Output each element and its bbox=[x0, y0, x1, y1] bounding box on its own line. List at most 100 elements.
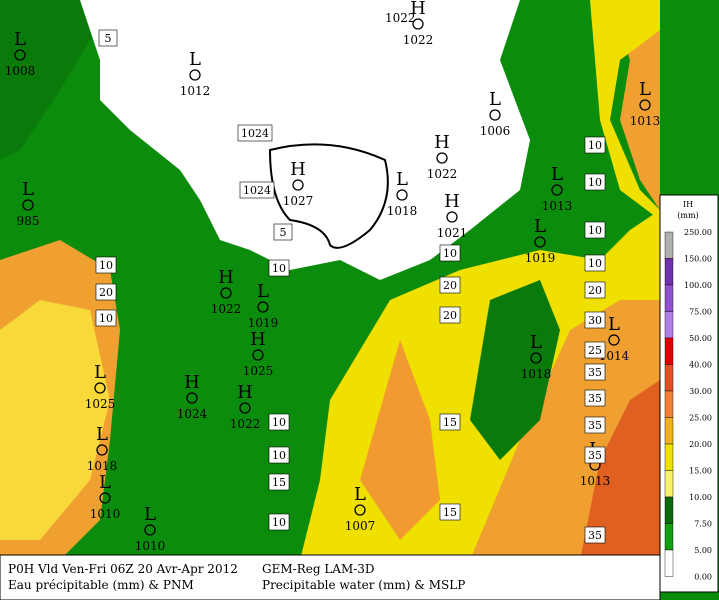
contour-label: 10 bbox=[272, 262, 286, 275]
system-center bbox=[99, 492, 111, 504]
footer-text: Precipitable water (mm) & MSLP bbox=[262, 578, 465, 592]
contour-label: 10 bbox=[588, 224, 602, 237]
legend-swatch bbox=[664, 337, 674, 365]
system-center bbox=[551, 184, 563, 196]
system-value: 1013 bbox=[542, 199, 573, 213]
legend-label: 7.50 bbox=[694, 520, 712, 529]
system-center bbox=[530, 352, 542, 364]
system-symbol: L bbox=[99, 472, 111, 493]
system-value: 1014 bbox=[599, 349, 630, 363]
legend-label: 150.00 bbox=[684, 255, 712, 264]
dark-green bbox=[0, 0, 120, 160]
contour-label-box bbox=[95, 283, 117, 301]
system-center bbox=[94, 382, 106, 394]
system-symbol: L bbox=[14, 29, 26, 50]
contour-label: 20 bbox=[443, 279, 457, 292]
legend-swatch bbox=[664, 549, 674, 577]
system-center bbox=[22, 199, 34, 211]
legend-label: 40.00 bbox=[689, 361, 712, 370]
contour-label-box bbox=[584, 416, 606, 434]
contour-label-box bbox=[584, 363, 606, 381]
contour-label-box bbox=[439, 503, 461, 521]
system-center bbox=[489, 109, 501, 121]
system-center bbox=[252, 349, 264, 361]
legend-label: 5.00 bbox=[694, 546, 712, 555]
system-center bbox=[292, 179, 304, 191]
contour-labels: 5102410245101020101020201010101020302535… bbox=[95, 29, 606, 591]
contour-label-box bbox=[584, 281, 606, 299]
system-symbol: H bbox=[444, 191, 460, 212]
system-center bbox=[608, 334, 620, 346]
system-center bbox=[257, 301, 269, 313]
contour-label-box bbox=[584, 254, 606, 272]
contour-label-box bbox=[237, 124, 273, 142]
legend-swatch bbox=[664, 284, 674, 312]
contour-label: 10 bbox=[272, 449, 286, 462]
contour-label: 10 bbox=[443, 247, 457, 260]
system-value: 1010 bbox=[90, 507, 121, 521]
contour-label-box bbox=[439, 413, 461, 431]
contour-label-box bbox=[239, 181, 275, 199]
system-symbol: H bbox=[410, 0, 426, 19]
contour-label-box bbox=[584, 221, 606, 239]
system-value: 1008 bbox=[5, 64, 36, 78]
system-symbol: L bbox=[354, 484, 366, 505]
contour-label: 5 bbox=[280, 226, 287, 239]
legend-label: 100.00 bbox=[684, 281, 712, 290]
contour-label: 10 bbox=[588, 139, 602, 152]
system-center bbox=[144, 524, 156, 536]
contour-label: 15 bbox=[272, 476, 286, 489]
system-value: 1022 bbox=[427, 167, 458, 181]
legend-swatch bbox=[664, 231, 674, 259]
legend-unit: (mm) bbox=[677, 211, 698, 220]
contour-label: 35 bbox=[588, 449, 602, 462]
legend-label: 30.00 bbox=[689, 387, 712, 396]
legend-scale: 250.00 150.00 100.00 75.00 50.00 40.00 30.00 25… bbox=[664, 228, 712, 582]
legend-swatch bbox=[664, 258, 674, 286]
contour-label: 10 bbox=[588, 176, 602, 189]
contour-label-box bbox=[268, 446, 290, 464]
contour-label-box bbox=[439, 276, 461, 294]
contour-label: 10 bbox=[99, 312, 113, 325]
footer-text: GEM-Reg LAM-3D bbox=[262, 562, 375, 576]
contour-label-box bbox=[268, 259, 290, 277]
system-symbol: L bbox=[608, 314, 620, 335]
system-center bbox=[396, 189, 408, 201]
system-symbol: L bbox=[22, 179, 34, 200]
contour-label-box bbox=[584, 446, 606, 464]
system-symbol: H bbox=[250, 329, 266, 350]
contour-label-box bbox=[268, 413, 290, 431]
legend-swatch bbox=[664, 311, 674, 339]
contour-label-box bbox=[584, 389, 606, 407]
legend-label: 15.00 bbox=[689, 467, 712, 476]
contour-label-box bbox=[95, 256, 117, 274]
system-center bbox=[239, 402, 251, 414]
contour-label: 20 bbox=[588, 284, 602, 297]
contour-label: 15 bbox=[443, 416, 457, 429]
legend-swatch bbox=[664, 443, 674, 471]
system-value: 1010 bbox=[135, 539, 166, 553]
legend-label: 50.00 bbox=[689, 334, 712, 343]
system-value: 1027 bbox=[283, 194, 314, 208]
contour-label: 30 bbox=[588, 314, 602, 327]
system-value: 1018 bbox=[521, 367, 552, 381]
contour-label: 15 bbox=[443, 506, 457, 519]
yellow-area bbox=[0, 300, 110, 540]
contour-label-box bbox=[268, 473, 290, 491]
system-center bbox=[639, 99, 651, 111]
system-value: 1012 bbox=[180, 84, 211, 98]
footer-box bbox=[0, 554, 661, 601]
system-symbol: L bbox=[94, 362, 106, 383]
contour-label-box bbox=[584, 136, 606, 154]
pressure-systems: L1008L1012H1022L1006L1013L985H1027L1018H… bbox=[5, 0, 661, 553]
contour-label: 20 bbox=[99, 286, 113, 299]
contour-label: 1024 bbox=[243, 184, 271, 197]
system-symbol: H bbox=[184, 372, 200, 393]
contour-label: 20 bbox=[443, 309, 457, 322]
system-center bbox=[220, 287, 232, 299]
contour-label-box bbox=[439, 244, 461, 262]
system-value: 1019 bbox=[248, 316, 279, 330]
orange-area bbox=[610, 0, 660, 210]
system-center bbox=[354, 504, 366, 516]
